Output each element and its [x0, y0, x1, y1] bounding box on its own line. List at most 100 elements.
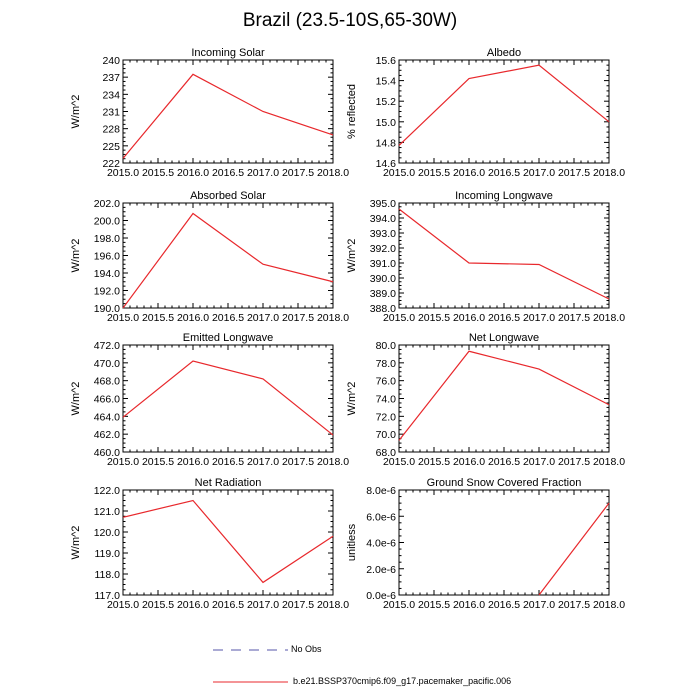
y-tick-label: 468.0 [94, 376, 120, 388]
y-axis-label: W/m^2 [346, 239, 358, 273]
y-tick-label: 202.0 [94, 198, 120, 210]
x-tick-label: 2016.5 [212, 599, 244, 611]
y-axis-label: W/m^2 [70, 382, 82, 416]
panel-title: Net Radiation [195, 477, 262, 489]
panel-title: Incoming Solar [191, 47, 265, 59]
x-tick-label: 2016.0 [453, 167, 485, 179]
y-tick-label: 117.0 [95, 590, 121, 602]
y-tick-label: 192.0 [94, 286, 120, 298]
x-tick-label: 2016.0 [177, 312, 209, 324]
panel-title: Albedo [487, 47, 521, 59]
x-tick-label: 2017.0 [523, 599, 555, 611]
panel-title: Incoming Longwave [455, 190, 553, 202]
y-tick-label: 464.0 [94, 411, 120, 423]
x-tick-label: 2016.5 [488, 456, 520, 468]
x-tick-label: 2017.5 [282, 312, 314, 324]
y-tick-label: 237 [102, 72, 120, 84]
x-tick-label: 2015.0 [107, 456, 139, 468]
x-tick-label: 2018.0 [593, 456, 625, 468]
x-tick-label: 2017.0 [247, 599, 279, 611]
y-tick-label: 460.0 [94, 447, 120, 459]
series-line [122, 360, 334, 436]
y-tick-label: 0.0e-6 [366, 590, 396, 602]
y-axis-label: W/m^2 [70, 239, 82, 273]
y-tick-label: 14.8 [376, 137, 397, 149]
y-tick-label: 234 [102, 89, 120, 101]
plot-frame [398, 344, 610, 453]
x-tick-label: 2016.5 [488, 167, 520, 179]
y-tick-label: 472.0 [94, 340, 120, 352]
y-tick-label: 392.0 [370, 243, 396, 255]
y-tick-label: 228 [102, 124, 120, 136]
y-tick-label: 2.0e-6 [366, 564, 396, 576]
y-tick-label: 388.0 [370, 303, 396, 315]
y-tick-label: 80.0 [376, 340, 397, 352]
x-tick-label: 2017.0 [523, 167, 555, 179]
x-tick-label: 2015.0 [107, 312, 139, 324]
x-tick-label: 2018.0 [317, 167, 349, 179]
y-tick-label: 120.0 [94, 527, 120, 539]
x-tick-label: 2015.0 [383, 312, 415, 324]
x-tick-label: 2017.5 [558, 312, 590, 324]
figure-title: Brazil (23.5-10S,65-30W) [242, 10, 458, 31]
x-tick-label: 2015.5 [142, 312, 174, 324]
plot-frame [122, 489, 334, 596]
x-tick-label: 2016.5 [488, 312, 520, 324]
plot-frame [398, 202, 610, 309]
panel-title: Emitted Longwave [183, 332, 274, 344]
y-tick-label: 240 [102, 55, 120, 67]
x-tick-label: 2017.0 [523, 456, 555, 468]
y-tick-label: 393.0 [370, 228, 396, 240]
x-tick-label: 2015.5 [418, 599, 450, 611]
x-tick-label: 2018.0 [593, 312, 625, 324]
y-tick-label: 462.0 [94, 429, 120, 441]
y-axis-label: W/m^2 [346, 382, 358, 416]
y-tick-label: 6.0e-6 [366, 511, 396, 523]
x-tick-label: 2017.0 [523, 312, 555, 324]
y-tick-label: 231 [102, 107, 120, 119]
series-line [122, 73, 334, 159]
x-tick-label: 2015.5 [418, 167, 450, 179]
x-tick-label: 2015.5 [418, 312, 450, 324]
x-tick-label: 2016.5 [488, 599, 520, 611]
y-tick-label: 78.0 [376, 358, 397, 370]
y-tick-label: 72.0 [376, 411, 397, 423]
y-tick-label: 15.6 [376, 55, 397, 67]
x-tick-label: 2018.0 [593, 167, 625, 179]
plot-frame [122, 202, 334, 309]
y-tick-label: 222 [102, 158, 120, 170]
y-tick-label: 466.0 [94, 394, 120, 406]
x-tick-label: 2015.0 [383, 599, 415, 611]
y-tick-label: 70.0 [376, 429, 397, 441]
y-tick-label: 470.0 [94, 358, 120, 370]
x-tick-label: 2016.0 [453, 312, 485, 324]
x-tick-label: 2015.5 [418, 456, 450, 468]
series-line [398, 350, 610, 441]
x-tick-label: 2018.0 [317, 312, 349, 324]
y-tick-label: 391.0 [370, 258, 396, 270]
x-tick-label: 2015.5 [142, 599, 174, 611]
x-tick-label: 2017.5 [558, 599, 590, 611]
y-tick-label: 8.0e-6 [366, 485, 396, 497]
y-tick-label: 15.2 [376, 96, 397, 108]
x-tick-label: 2016.5 [212, 167, 244, 179]
y-tick-label: 389.0 [370, 288, 396, 300]
x-tick-label: 2018.0 [593, 599, 625, 611]
y-axis-label: % reflected [346, 84, 358, 139]
y-tick-label: 196.0 [94, 251, 120, 263]
x-tick-label: 2017.5 [558, 167, 590, 179]
y-tick-label: 198.0 [94, 233, 120, 245]
x-tick-label: 2015.5 [142, 167, 174, 179]
series-line [398, 64, 610, 146]
y-tick-label: 121.0 [94, 506, 120, 518]
y-tick-label: 14.6 [376, 158, 397, 170]
plot-frame [122, 59, 334, 164]
x-tick-label: 2017.0 [247, 167, 279, 179]
x-tick-label: 2016.0 [453, 599, 485, 611]
plot-frame [398, 59, 610, 164]
y-tick-label: 119.0 [95, 548, 121, 560]
x-tick-label: 2017.5 [282, 456, 314, 468]
x-tick-label: 2015.0 [107, 599, 139, 611]
x-tick-label: 2018.0 [317, 599, 349, 611]
x-tick-label: 2015.5 [142, 456, 174, 468]
